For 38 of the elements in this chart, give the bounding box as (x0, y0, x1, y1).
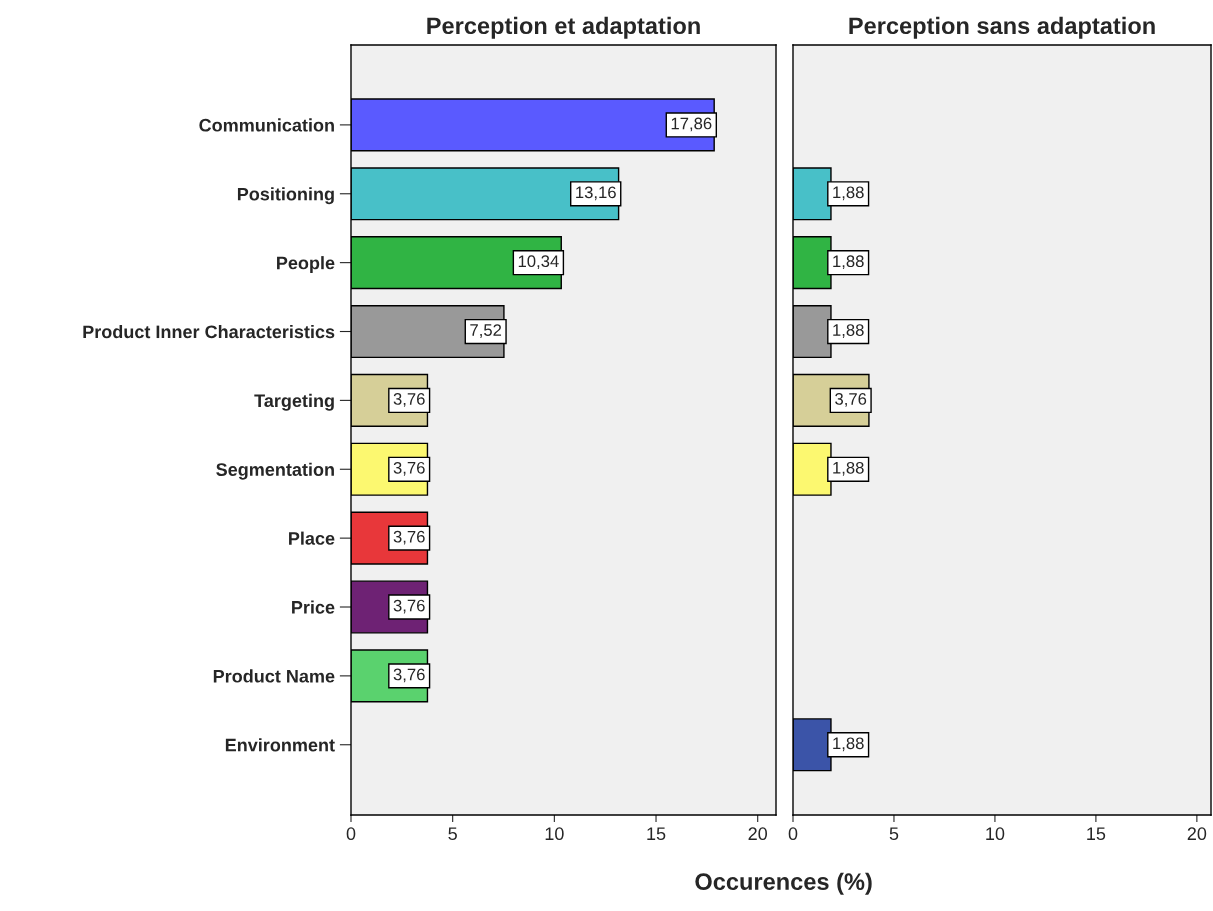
x-tick-label: 10 (986, 827, 1005, 841)
y-tick-label: Positioning (237, 187, 334, 205)
data-label: 17,86 (671, 117, 712, 132)
data-label: 3,76 (393, 461, 425, 476)
x-tick-label: 15 (647, 827, 666, 841)
x-tick-label: 0 (346, 827, 356, 841)
x-tick-label: 0 (788, 827, 798, 841)
y-tick-label: Place (289, 531, 335, 545)
x-axis-title: Occurences (%) (695, 872, 872, 895)
y-tick-label: Segmentation (216, 462, 334, 480)
data-label: 1,88 (833, 186, 864, 201)
x-tick-label: 5 (889, 827, 899, 841)
data-label: 1,88 (833, 324, 864, 338)
data-label: 10,34 (518, 255, 559, 270)
data-label: 3,76 (393, 530, 425, 545)
data-label: 3,76 (393, 393, 425, 407)
data-label: 3,76 (393, 668, 425, 683)
y-tick-label: Communication (199, 118, 334, 132)
data-label: 1,88 (833, 737, 864, 752)
y-tick-label: People (277, 256, 335, 273)
y-tick-label: Product Inner Characteristics (83, 324, 335, 339)
data-label: 1,88 (833, 461, 864, 476)
x-tick-label: 15 (1087, 827, 1106, 841)
chart-title: Perception et adaptation (427, 16, 700, 39)
data-label: 13,16 (576, 186, 616, 201)
y-tick-label: Targeting (254, 393, 334, 411)
y-tick-label: Environment (225, 738, 335, 752)
x-tick-label: 20 (748, 827, 768, 841)
x-tick-label: 20 (1187, 827, 1207, 841)
y-tick-label: Price (292, 600, 335, 614)
data-label: 1,88 (833, 255, 864, 270)
data-label: 3,76 (835, 393, 867, 407)
x-tick-label: 5 (448, 827, 457, 841)
x-tick-label: 10 (545, 827, 564, 841)
y-tick-label: Product Name (213, 669, 335, 683)
data-label: 3,76 (393, 599, 425, 614)
data-label: 7,52 (470, 324, 502, 338)
chart-title: Perception sans adaptation (849, 16, 1155, 39)
